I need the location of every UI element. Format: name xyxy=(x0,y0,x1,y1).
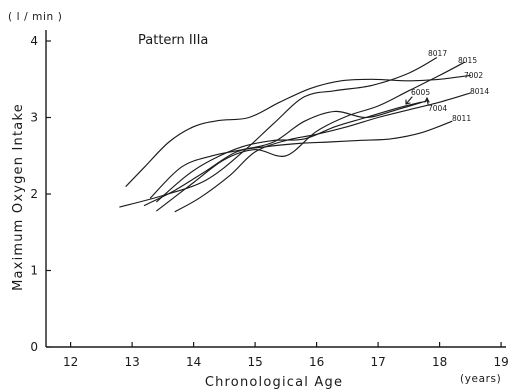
pointer-6005-head xyxy=(405,99,411,105)
x-tick-label: 19 xyxy=(493,355,508,369)
y-tick-label: 0 xyxy=(30,340,38,354)
pointer-7004-head xyxy=(424,97,430,103)
series-label-7002: 7002 xyxy=(464,71,483,80)
series-labels: 8017 8015 7002 8014 6005 7004 8011 xyxy=(405,49,489,123)
y-tick-label: 2 xyxy=(30,187,38,201)
series-lines xyxy=(119,57,471,213)
series-line-8014 xyxy=(174,92,471,213)
series-label-8014: 8014 xyxy=(470,87,489,96)
y-axis-label: Maximum Oxygen Intake xyxy=(11,103,26,291)
series-line-7004 xyxy=(150,100,428,199)
y-tick-label: 1 xyxy=(30,264,38,278)
pointer-6005 xyxy=(405,96,413,105)
series-label-8011: 8011 xyxy=(452,114,471,123)
series-line-8011 xyxy=(143,120,453,207)
x-tick-label: 12 xyxy=(63,355,78,369)
x-axis-label: Chronological Age xyxy=(205,375,343,390)
series-line-7002 xyxy=(125,74,471,187)
axes xyxy=(45,30,506,348)
series-label-6005: 6005 xyxy=(411,88,430,97)
chart-title: Pattern IIIa xyxy=(138,33,208,48)
x-tick-label: 17 xyxy=(370,355,385,369)
series-label-8017: 8017 xyxy=(428,49,447,58)
y-tick-label: 3 xyxy=(30,111,38,125)
x-axis-unit: (years) xyxy=(460,373,501,385)
y-tick-label: 4 xyxy=(30,34,38,48)
x-tick-label: 18 xyxy=(432,355,447,369)
series-line-6005 xyxy=(156,101,422,203)
x-tick-label: 13 xyxy=(124,355,139,369)
series-label-7004: 7004 xyxy=(428,104,447,113)
series-label-8015: 8015 xyxy=(458,56,477,65)
x-tick-label: 16 xyxy=(309,355,324,369)
y-axis-unit: ( l / min ) xyxy=(8,11,62,23)
x-tick-label: 15 xyxy=(247,355,262,369)
x-tick-label: 14 xyxy=(186,355,201,369)
